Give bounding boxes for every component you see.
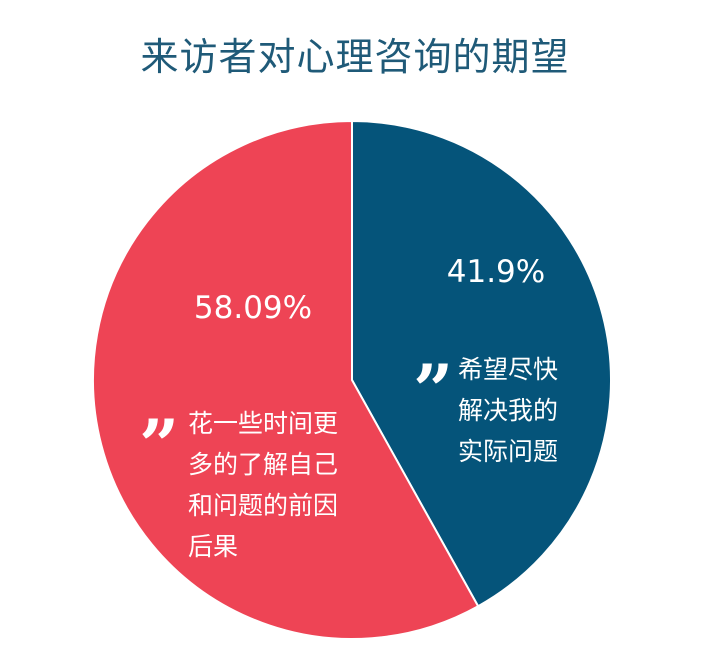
slice-description-line: 多的了解自己	[188, 450, 338, 479]
slice-description-line: 后果	[188, 532, 238, 561]
pie-slices	[92, 119, 612, 640]
slice-description-line: 和问题的前因	[188, 491, 338, 520]
slice-percent-label: 41.9%	[447, 254, 545, 290]
quote-icon: ”	[139, 404, 179, 487]
slice-description-line: 花一些时间更	[188, 409, 338, 438]
slice-description-line: 希望尽快	[458, 355, 558, 384]
slice-description-line: 解决我的	[458, 396, 558, 425]
slice-description-line: 实际问题	[458, 437, 558, 466]
slice-percent-label: 58.09%	[194, 290, 312, 326]
chart-title: 来访者对心理咨询的期望	[140, 35, 570, 79]
pie-slice-1	[92, 119, 480, 640]
quote-icon: ”	[413, 349, 453, 432]
pie-slice-0	[351, 119, 612, 608]
